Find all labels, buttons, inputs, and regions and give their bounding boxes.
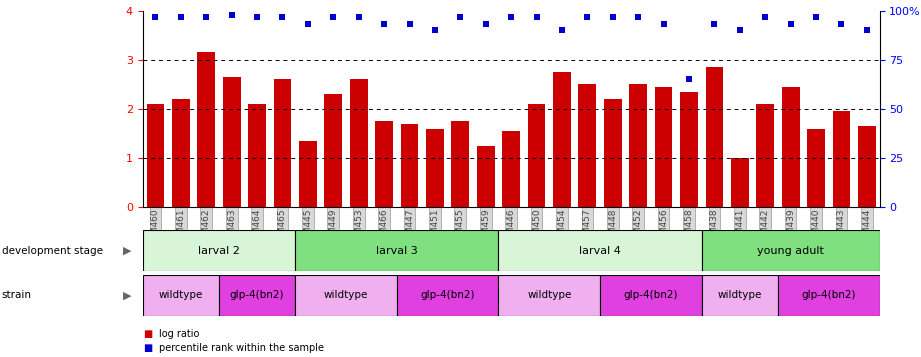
Bar xyxy=(498,275,600,316)
Bar xyxy=(858,126,876,207)
Bar xyxy=(498,230,702,271)
Bar xyxy=(554,72,571,207)
Text: glp-4(bn2): glp-4(bn2) xyxy=(230,290,285,301)
Bar xyxy=(401,124,418,207)
Text: larval 4: larval 4 xyxy=(579,246,621,256)
Text: wildtype: wildtype xyxy=(324,290,368,301)
Bar xyxy=(604,99,622,207)
Text: glp-4(bn2): glp-4(bn2) xyxy=(624,290,678,301)
Bar xyxy=(219,275,296,316)
Bar xyxy=(248,104,266,207)
Bar xyxy=(731,158,749,207)
Bar xyxy=(324,94,343,207)
Bar xyxy=(350,80,367,207)
Bar xyxy=(702,275,778,316)
Bar xyxy=(146,104,164,207)
Bar xyxy=(197,52,216,207)
Text: percentile rank within the sample: percentile rank within the sample xyxy=(159,343,324,353)
Bar xyxy=(451,121,469,207)
Bar xyxy=(655,87,672,207)
Bar xyxy=(705,67,723,207)
Text: strain: strain xyxy=(2,290,32,301)
Text: glp-4(bn2): glp-4(bn2) xyxy=(801,290,856,301)
Text: ■: ■ xyxy=(143,343,152,353)
Bar xyxy=(223,77,240,207)
Text: wildtype: wildtype xyxy=(717,290,762,301)
Bar xyxy=(756,104,775,207)
Bar xyxy=(578,84,596,207)
Bar xyxy=(296,275,397,316)
Bar xyxy=(375,121,393,207)
Text: larval 2: larval 2 xyxy=(198,246,239,256)
Bar xyxy=(629,84,647,207)
Text: ▶: ▶ xyxy=(123,246,132,256)
Bar xyxy=(600,275,702,316)
Bar xyxy=(397,275,498,316)
Bar xyxy=(299,141,317,207)
Text: log ratio: log ratio xyxy=(159,329,200,339)
Bar xyxy=(807,129,825,207)
Text: ■: ■ xyxy=(143,329,152,339)
Text: glp-4(bn2): glp-4(bn2) xyxy=(420,290,475,301)
Bar xyxy=(782,87,799,207)
Bar xyxy=(143,230,296,271)
Text: young adult: young adult xyxy=(757,246,824,256)
Bar xyxy=(143,275,219,316)
Bar xyxy=(296,230,498,271)
Bar xyxy=(528,104,545,207)
Text: wildtype: wildtype xyxy=(158,290,203,301)
Bar xyxy=(274,80,291,207)
Bar xyxy=(426,129,444,207)
Text: ▶: ▶ xyxy=(123,290,132,301)
Bar xyxy=(680,92,698,207)
Bar xyxy=(172,99,190,207)
Bar xyxy=(833,111,850,207)
Bar xyxy=(778,275,880,316)
Bar xyxy=(502,131,520,207)
Text: development stage: development stage xyxy=(2,246,103,256)
Bar xyxy=(477,146,495,207)
Text: larval 3: larval 3 xyxy=(376,246,418,256)
Text: wildtype: wildtype xyxy=(527,290,571,301)
Bar xyxy=(702,230,880,271)
